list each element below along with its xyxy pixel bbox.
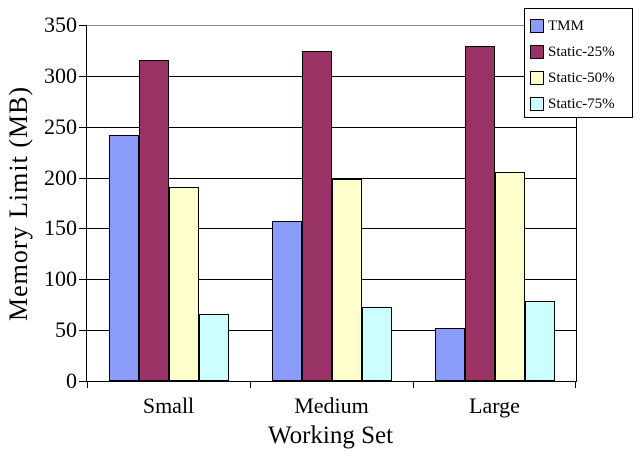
gridline <box>87 25 576 26</box>
x-axis-tick <box>87 381 88 388</box>
plot-area: 0 50 100 150 200 250 300 350 Small Medium Large <box>44 14 577 417</box>
legend-item: Static-25% <box>530 39 632 65</box>
bar-tmm-small <box>109 135 139 381</box>
legend-swatch-icon <box>530 19 544 33</box>
legend-label: Static-50% <box>548 69 615 86</box>
x-tick-label: Medium <box>294 393 369 418</box>
legend-swatch-icon <box>530 97 544 111</box>
bar-static-50%-medium <box>332 179 362 381</box>
y-axis-tick <box>79 75 87 77</box>
legend-label: Static-25% <box>548 43 615 60</box>
bar-static-25%-large <box>465 46 495 381</box>
bar-static-25%-medium <box>302 51 332 381</box>
bar-static-50%-large <box>495 172 525 381</box>
x-axis-title: Working Set <box>267 422 394 449</box>
y-axis-tick <box>79 177 87 179</box>
x-axis-tick <box>250 381 251 388</box>
y-tick-label: 350 <box>44 12 77 37</box>
bar-static-50%-small <box>169 187 199 381</box>
y-axis-tick <box>79 381 87 382</box>
y-tick-label: 300 <box>44 62 77 88</box>
y-axis-tick <box>79 330 87 332</box>
y-tick-label: 250 <box>44 113 77 139</box>
legend-label: TMM <box>548 17 584 34</box>
y-axis-tick <box>79 25 87 26</box>
bar-tmm-large <box>435 328 465 381</box>
x-tick-label: Large <box>469 393 520 418</box>
y-axis-tick <box>79 126 87 128</box>
y-tick-label: 50 <box>55 317 77 343</box>
x-tick-label: Small <box>142 393 195 418</box>
legend-label: Static-75% <box>548 95 615 112</box>
legend-item: Static-75% <box>530 91 632 117</box>
legend-item: Static-50% <box>530 65 632 91</box>
x-axis-tick <box>575 381 576 388</box>
y-axis-tick <box>79 228 87 230</box>
legend-item: TMM <box>530 13 632 39</box>
y-tick-label: 150 <box>44 215 77 241</box>
bar-static-75%-large <box>525 301 555 381</box>
y-tick-label: 100 <box>44 266 77 292</box>
legend: TMM Static-25% Static-50% Static-75% <box>524 8 633 118</box>
x-axis-tick <box>413 381 414 388</box>
y-axis-tick <box>79 279 87 281</box>
bar-static-75%-small <box>199 314 229 381</box>
y-tick-label: 200 <box>44 164 77 190</box>
legend-swatch-icon <box>530 71 544 85</box>
bar-tmm-medium <box>272 221 302 381</box>
legend-swatch-icon <box>530 45 544 59</box>
bar-static-75%-medium <box>362 307 392 381</box>
y-tick-label: 0 <box>66 368 77 393</box>
bar-static-25%-small <box>139 60 169 381</box>
